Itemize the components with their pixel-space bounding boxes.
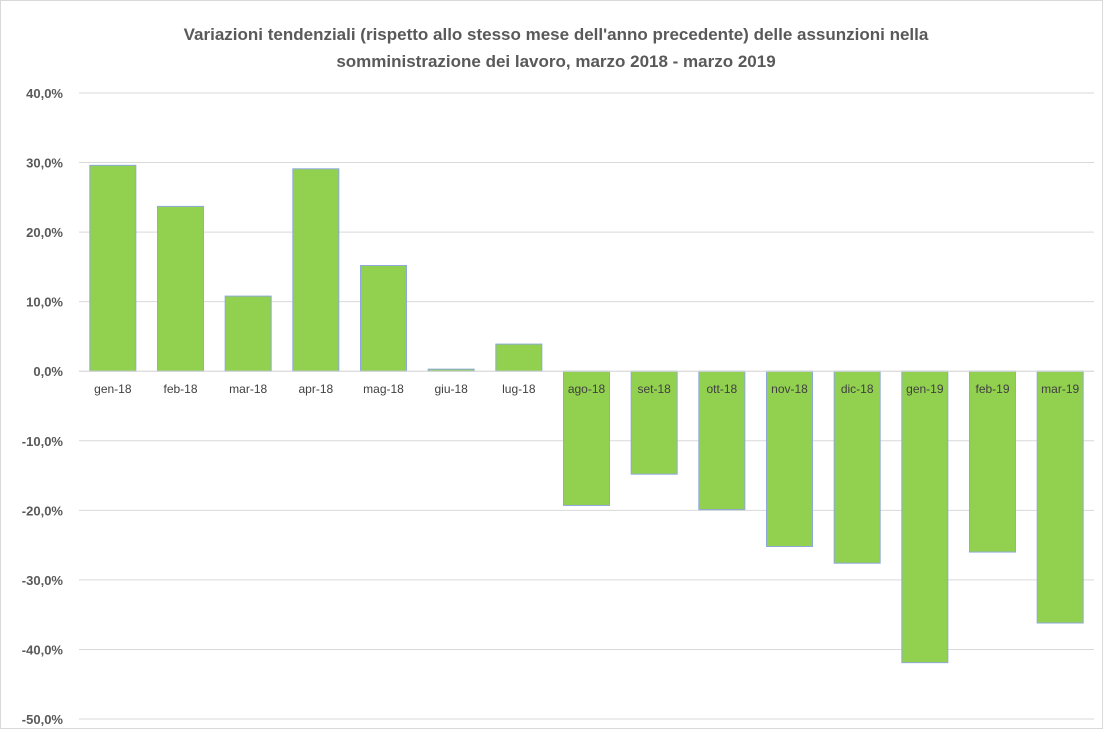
y-tick-label: -20,0%: [22, 503, 64, 518]
x-tick-label: apr-18: [298, 382, 333, 396]
y-tick-label: -40,0%: [22, 642, 64, 657]
y-tick-label: -30,0%: [22, 573, 64, 588]
bar: [156, 205, 205, 372]
bar: [833, 370, 881, 564]
bar: [89, 164, 137, 372]
x-tick-label: mar-19: [1041, 382, 1079, 396]
bar: [1036, 370, 1084, 624]
x-tick-label: lug-18: [502, 382, 536, 396]
x-tick-label: feb-19: [975, 382, 1009, 396]
x-tick-label: gen-19: [906, 382, 944, 396]
y-tick-label: -50,0%: [22, 712, 64, 727]
x-tick-label: giu-18: [434, 382, 468, 396]
y-tick-label: 20,0%: [26, 225, 63, 240]
x-tick-label: set-18: [637, 382, 671, 396]
y-tick-label: 30,0%: [26, 156, 63, 171]
x-tick-label: ago-18: [568, 382, 606, 396]
bar: [698, 370, 746, 511]
y-tick-label: -10,0%: [22, 434, 64, 449]
y-tick-label: 10,0%: [26, 295, 63, 310]
x-tick-label: nov-18: [771, 382, 808, 396]
x-tick-label: ott-18: [706, 382, 737, 396]
x-tick-label: dic-18: [841, 382, 874, 396]
bar: [765, 370, 814, 548]
bar: [495, 343, 543, 372]
bar: [968, 370, 1017, 553]
x-tick-label: gen-18: [94, 382, 132, 396]
x-tick-label: feb-18: [163, 382, 197, 396]
x-tick-label: mag-18: [363, 382, 404, 396]
bar: [224, 295, 272, 372]
bar: [359, 264, 408, 372]
y-tick-label: 40,0%: [26, 86, 63, 101]
bar: [630, 370, 678, 475]
bar: [292, 168, 340, 372]
bar: [901, 370, 949, 664]
chart-title: Variazioni tendenziali (rispetto allo st…: [183, 25, 929, 71]
y-tick-label: 0,0%: [33, 364, 63, 379]
x-tick-label: mar-18: [229, 382, 267, 396]
